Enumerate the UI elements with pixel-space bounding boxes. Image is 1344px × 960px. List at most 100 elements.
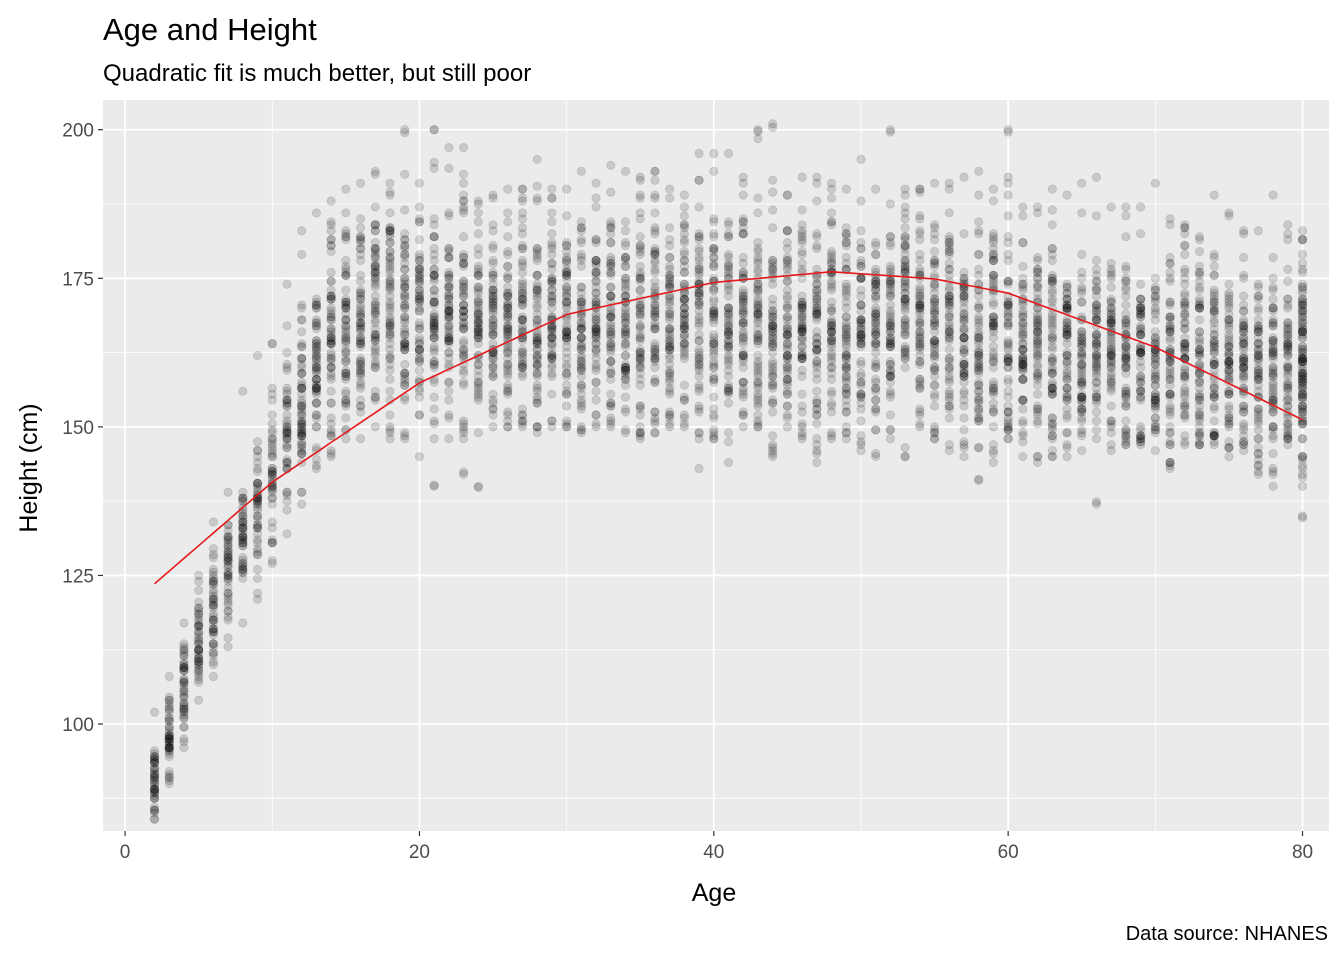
data-point	[149, 775, 160, 786]
data-point	[1106, 350, 1116, 361]
data-point	[620, 368, 631, 378]
data-point	[370, 309, 380, 319]
data-point	[341, 371, 351, 381]
data-point	[1003, 178, 1013, 188]
data-point	[1150, 422, 1160, 432]
data-point	[606, 220, 616, 230]
data-point	[282, 434, 292, 444]
data-point	[620, 217, 631, 227]
data-point	[826, 347, 837, 358]
data-point	[297, 377, 307, 387]
data-point	[238, 532, 248, 542]
data-point	[444, 386, 454, 396]
data-point	[797, 303, 807, 313]
data-point	[1047, 446, 1057, 456]
data-point	[974, 190, 984, 200]
data-point	[400, 312, 410, 322]
data-point	[458, 196, 469, 206]
data-point	[429, 297, 439, 307]
data-point	[326, 339, 336, 349]
data-point	[252, 451, 263, 462]
data-point	[768, 175, 778, 185]
data-point	[194, 627, 204, 637]
data-point	[223, 553, 233, 563]
data-point	[267, 339, 277, 349]
data-point	[267, 434, 277, 444]
data-point	[208, 609, 218, 619]
data-point	[929, 336, 940, 346]
data-point	[797, 315, 807, 325]
data-point	[591, 276, 601, 286]
data-point	[355, 309, 366, 319]
data-point	[1077, 362, 1087, 373]
data-point	[944, 386, 954, 396]
data-point	[282, 428, 292, 438]
data-point	[282, 487, 292, 497]
major-gridlines	[103, 100, 1329, 831]
data-point	[812, 312, 822, 322]
data-point	[620, 166, 631, 176]
data-point	[959, 229, 969, 239]
data-point	[238, 493, 248, 503]
data-point	[179, 713, 189, 723]
data-point	[164, 722, 174, 732]
data-point	[959, 324, 969, 334]
data-point	[915, 327, 925, 337]
data-point	[252, 502, 263, 512]
data-point	[164, 695, 174, 705]
data-point	[179, 683, 189, 693]
data-point	[164, 695, 174, 705]
data-point	[606, 345, 616, 355]
data-point	[620, 425, 631, 435]
data-point	[768, 395, 778, 405]
data-point	[768, 383, 778, 393]
data-point	[194, 603, 204, 613]
data-point	[1121, 232, 1131, 242]
data-point	[370, 386, 380, 396]
data-point	[223, 570, 233, 581]
data-point	[709, 166, 719, 176]
data-point	[326, 294, 336, 304]
data-point	[1268, 339, 1278, 349]
data-point	[355, 312, 366, 322]
data-point	[488, 255, 498, 266]
data-point	[326, 431, 336, 441]
data-point	[282, 431, 292, 441]
data-point	[812, 457, 822, 468]
x-tick-label: 40	[703, 842, 724, 863]
data-point	[149, 766, 160, 777]
data-point	[591, 395, 601, 405]
data-point	[900, 243, 910, 254]
data-point	[341, 401, 351, 411]
data-point	[400, 327, 410, 337]
data-point	[194, 648, 204, 658]
data-point	[311, 383, 322, 393]
data-point	[355, 243, 366, 254]
data-point	[974, 416, 984, 426]
data-point	[1194, 327, 1205, 337]
data-point	[238, 538, 248, 548]
data-point	[694, 175, 704, 185]
x-tick-label: 20	[409, 842, 430, 863]
data-point	[282, 457, 292, 468]
data-point	[650, 249, 660, 260]
data-point	[988, 356, 999, 367]
data-point	[149, 752, 160, 762]
data-point	[944, 345, 954, 355]
data-point	[341, 270, 351, 280]
data-point	[414, 356, 425, 367]
data-point	[473, 482, 483, 493]
data-point	[635, 353, 645, 364]
data-point	[238, 526, 248, 536]
data-point	[1032, 252, 1043, 263]
data-point	[591, 419, 601, 429]
data-point	[208, 657, 218, 667]
data-point	[1077, 249, 1087, 260]
data-point	[326, 276, 336, 286]
data-point	[252, 520, 263, 530]
data-point	[179, 713, 189, 723]
data-point	[915, 356, 925, 367]
data-point	[149, 793, 160, 803]
data-point	[812, 356, 822, 367]
data-point	[297, 428, 307, 438]
